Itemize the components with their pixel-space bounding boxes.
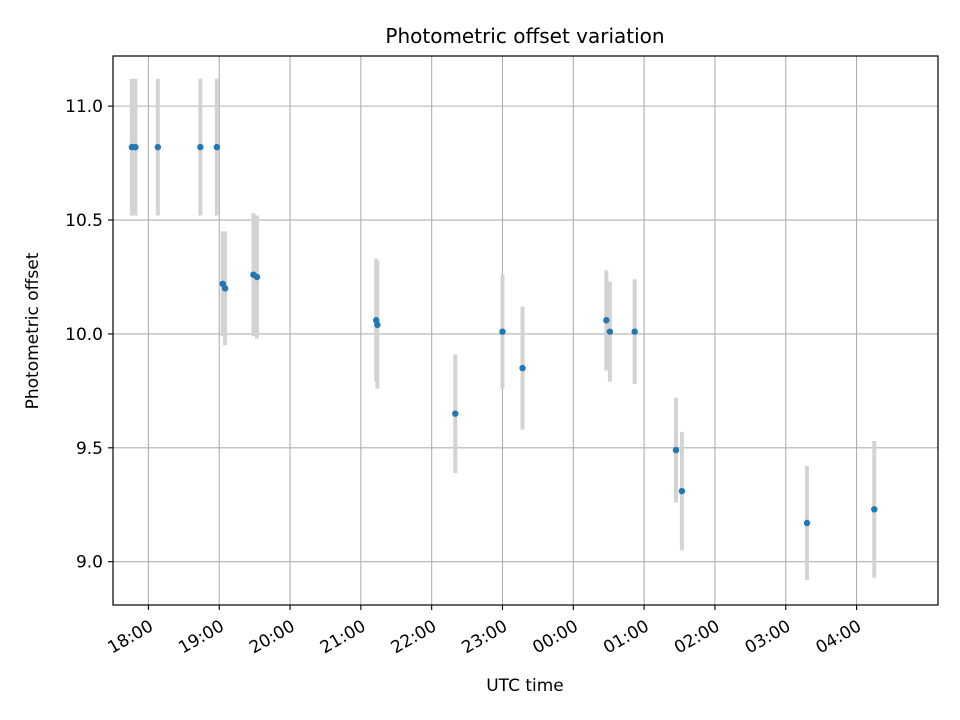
y-tick-label: 10.0 xyxy=(65,325,103,345)
y-tick-label: 10.5 xyxy=(65,211,103,231)
data-point xyxy=(253,273,261,281)
data-point xyxy=(871,506,878,513)
data-point xyxy=(603,317,610,324)
data-point xyxy=(606,328,614,335)
data-point xyxy=(499,328,506,335)
data-point xyxy=(154,143,162,151)
data-point xyxy=(132,143,139,151)
y-tick-label: 9.5 xyxy=(76,439,103,459)
data-points xyxy=(128,143,878,527)
data-point xyxy=(197,143,204,151)
data-point xyxy=(672,446,680,454)
data-point xyxy=(678,487,686,495)
chart-title: Photometric offset variation xyxy=(385,24,664,48)
data-point xyxy=(374,321,381,329)
data-point xyxy=(803,519,811,527)
y-tick-label: 11.0 xyxy=(65,97,103,117)
x-axis-title: UTC time xyxy=(486,676,564,696)
plot-frame xyxy=(112,55,939,606)
data-point xyxy=(519,364,526,372)
y-axis-title: Photometric offset xyxy=(23,252,43,409)
data-point xyxy=(213,143,221,151)
data-point xyxy=(631,328,638,335)
y-tick-label: 9.0 xyxy=(76,553,103,573)
data-point xyxy=(221,285,229,292)
data-point xyxy=(452,410,459,417)
